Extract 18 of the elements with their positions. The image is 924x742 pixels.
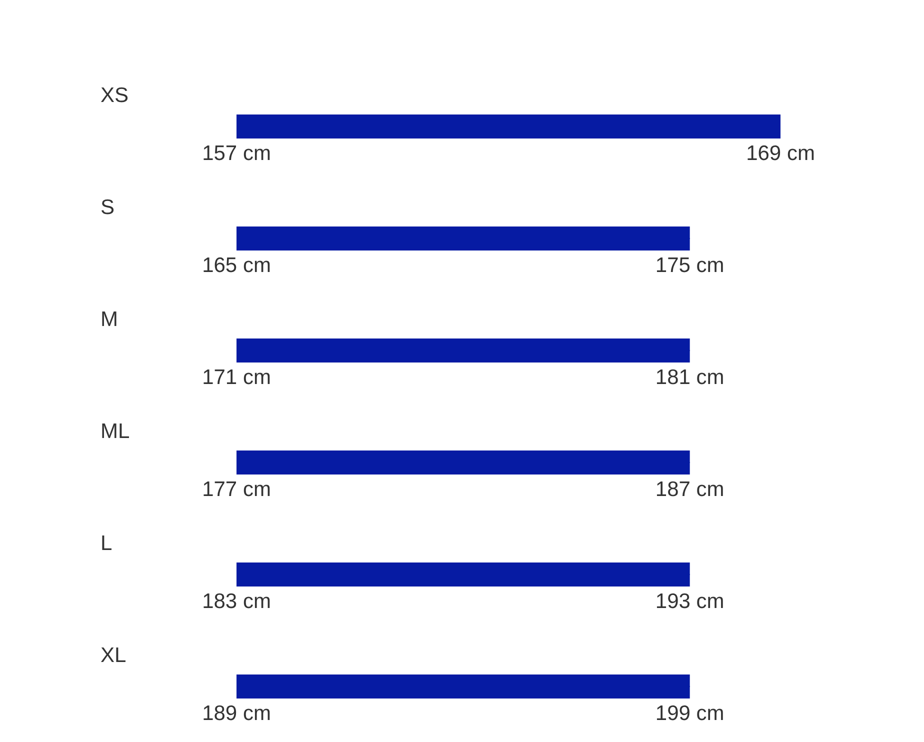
y-tick-label: XS — [100, 84, 129, 107]
y-tick-label: S — [100, 196, 115, 219]
x-tick-label: 193 cm — [655, 590, 724, 613]
y-tick-label: M — [100, 308, 118, 331]
x-tick-label: 157 cm — [202, 142, 271, 165]
x-tick-label: 199 cm — [655, 702, 724, 725]
x-tick-label: 183 cm — [202, 590, 271, 613]
x-tick-label: 187 cm — [655, 478, 724, 501]
x-tick-label: 175 cm — [655, 254, 724, 277]
x-tick-label: 181 cm — [655, 366, 724, 389]
y-tick-label: XL — [100, 644, 126, 667]
x-tick-label: 171 cm — [202, 366, 271, 389]
x-tick-label: 169 cm — [746, 142, 815, 165]
y-tick-label: ML — [100, 420, 130, 443]
x-tick-label: 189 cm — [202, 702, 271, 725]
y-tick-label: L — [100, 532, 112, 555]
x-tick-label: 177 cm — [202, 478, 271, 501]
x-tick-label: 165 cm — [202, 254, 271, 277]
